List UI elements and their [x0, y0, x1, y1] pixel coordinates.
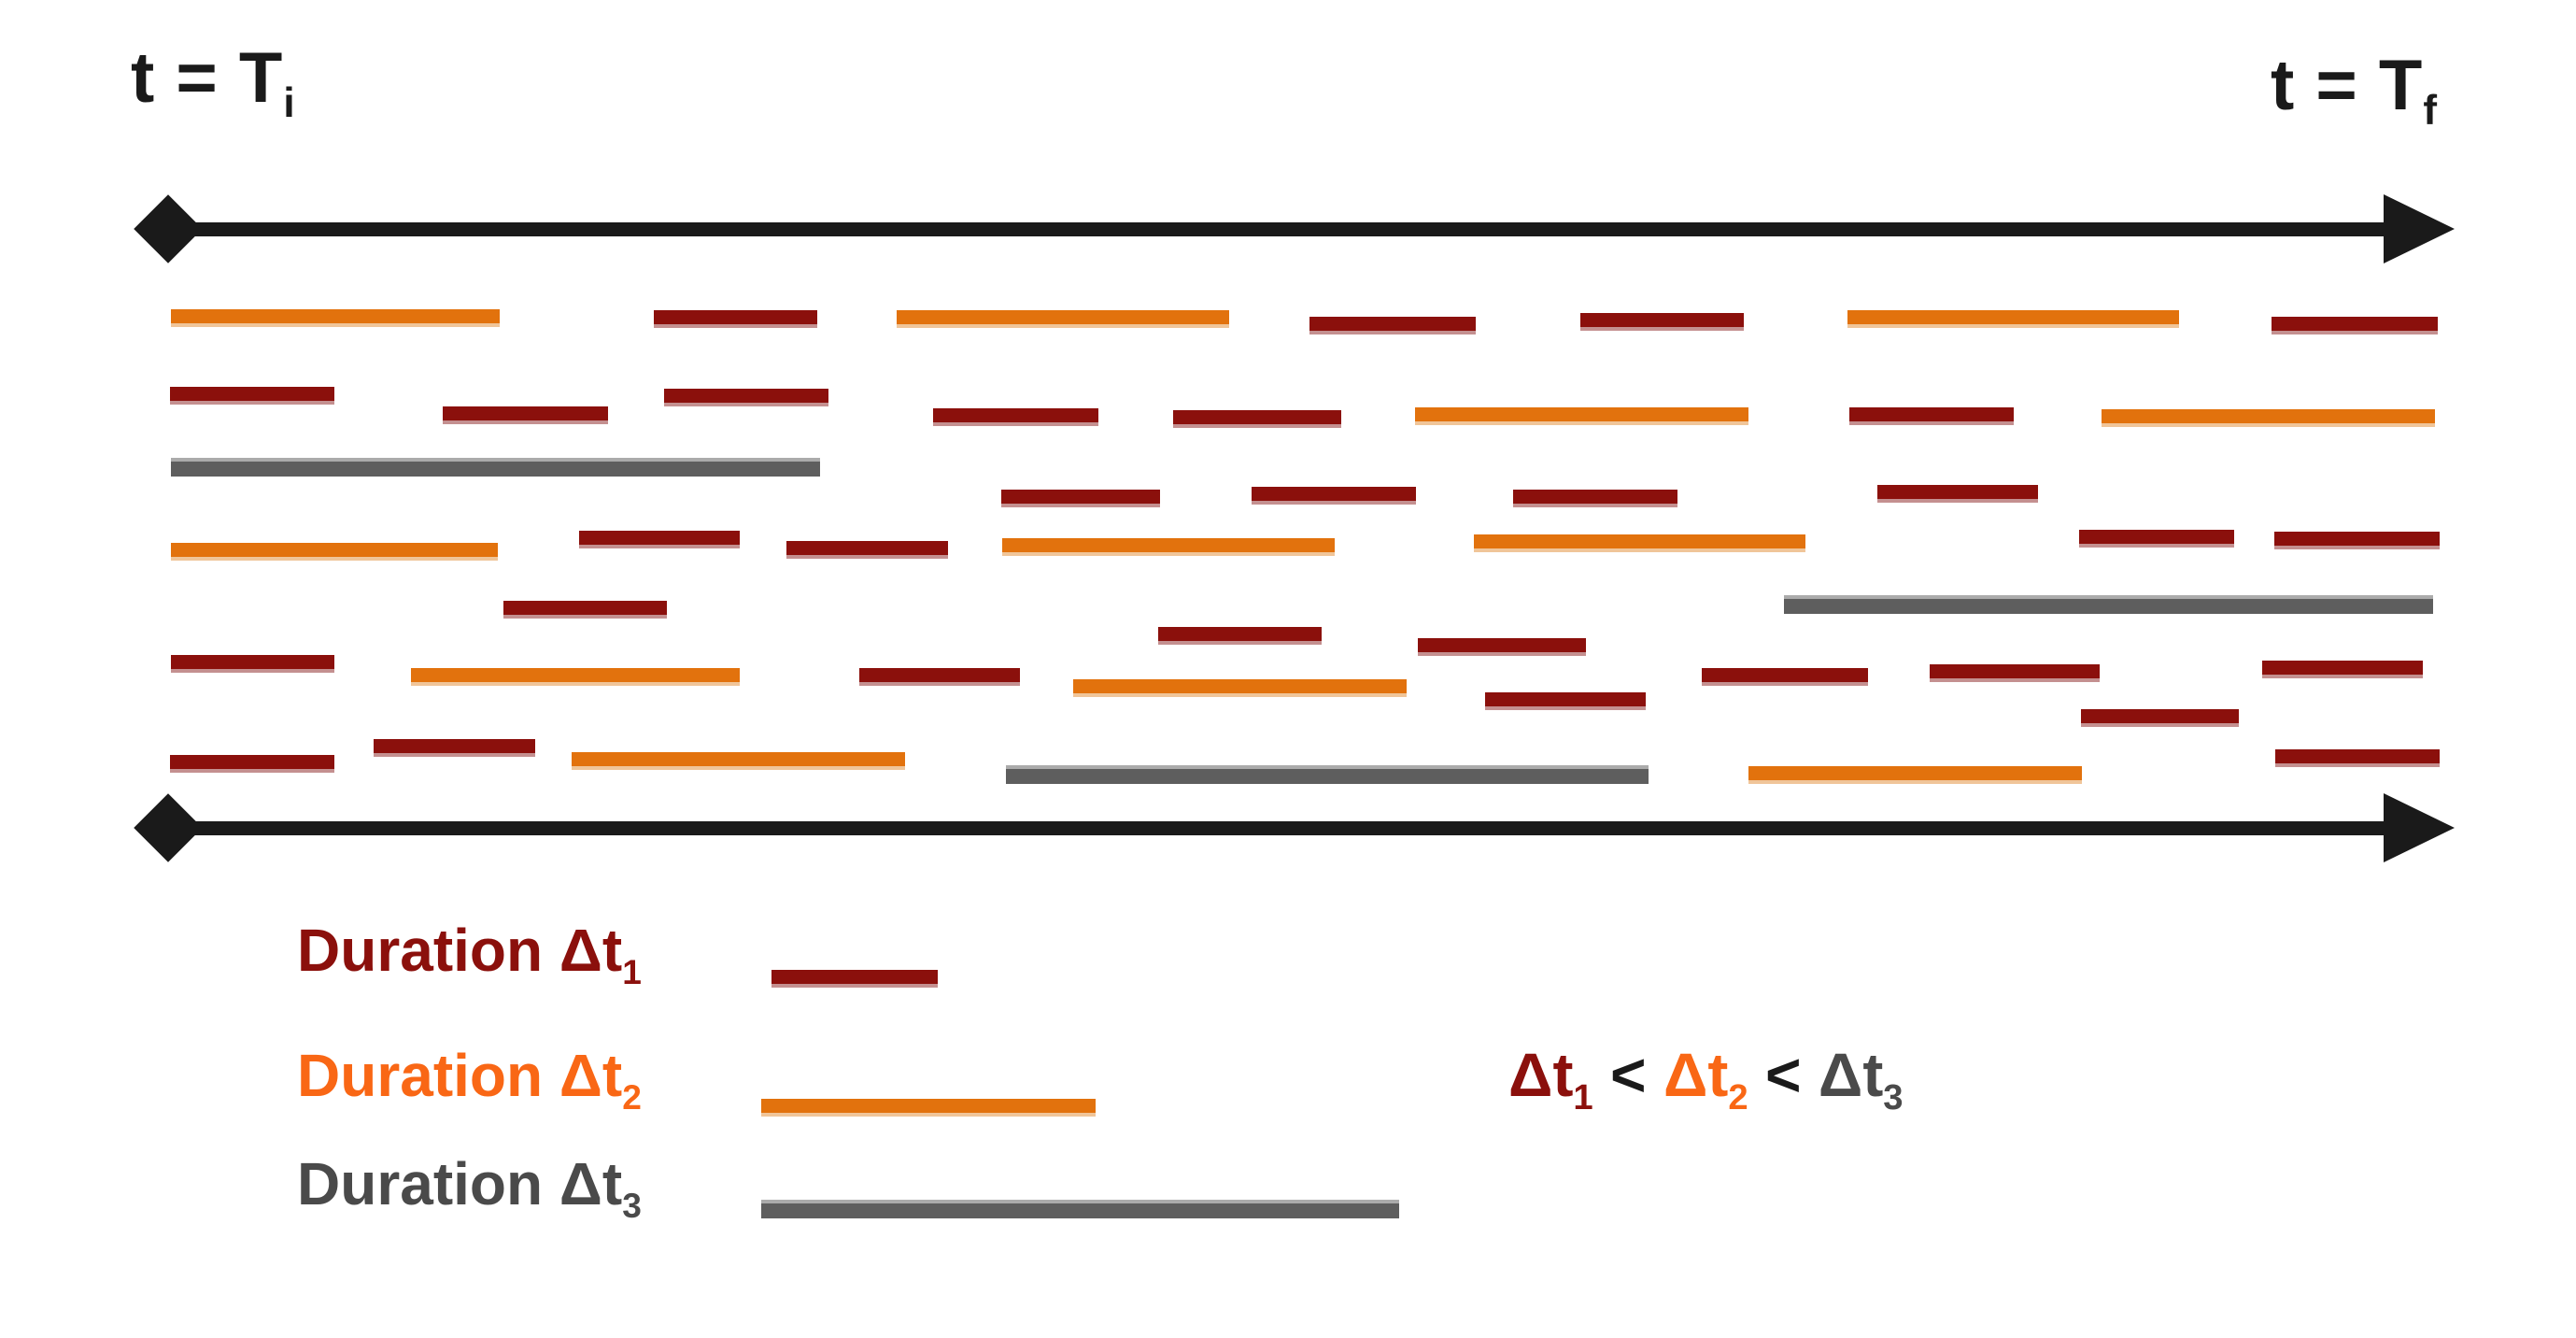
- duration-segment-dt1: [1877, 485, 2038, 503]
- duration-segment-dt1: [786, 541, 948, 559]
- duration-segment-dt1: [1309, 317, 1476, 334]
- legend-label-dt2: Duration Δt: [297, 1042, 623, 1109]
- inequality-part-3: <: [1748, 1040, 1819, 1109]
- duration-segment-dt2: [572, 752, 905, 770]
- duration-segment-dt2: [1415, 407, 1748, 425]
- duration-segment-dt1: [1173, 410, 1341, 428]
- time-initial-label: t = Ti: [131, 37, 296, 124]
- duration-segment-dt1: [664, 389, 828, 406]
- duration-segment-dt1: [1930, 664, 2100, 682]
- duration-segment-dt1: [374, 739, 535, 757]
- duration-segment-dt1: [170, 755, 334, 773]
- duration-segment-dt1: [2081, 709, 2239, 727]
- duration-segment-dt2: [1073, 679, 1407, 697]
- legend-sample-dt3: [761, 1200, 1399, 1218]
- time-final-subscript: f: [2423, 88, 2438, 135]
- duration-segment-dt1: [1849, 407, 2014, 425]
- duration-segment-dt1: [170, 387, 334, 405]
- duration-segment-dt3: [1784, 595, 2433, 614]
- duration-segment-dt1: [579, 531, 740, 548]
- duration-segment-dt2: [1847, 310, 2179, 328]
- duration-segment-dt1: [1418, 638, 1586, 656]
- bottom-timeline-axis: [168, 821, 2396, 835]
- top-timeline-arrowhead-icon: [2384, 194, 2455, 263]
- duration-segment-dt2: [2102, 409, 2435, 427]
- time-initial-text: t = T: [131, 38, 284, 118]
- legend-label-dt1: Duration Δt: [297, 917, 623, 984]
- duration-segment-dt1: [859, 668, 1020, 686]
- duration-segment-dt2: [171, 309, 500, 327]
- duration-inequality: Δt1 < Δt2 < Δt3: [1508, 1039, 1904, 1118]
- duration-segment-dt1: [2262, 661, 2423, 678]
- duration-segment-dt1: [1001, 490, 1160, 507]
- legend-sample-dt2: [761, 1099, 1096, 1117]
- duration-segment-dt2: [1748, 766, 2082, 784]
- duration-segment-dt1: [1252, 487, 1416, 505]
- duration-segment-dt3: [171, 458, 820, 477]
- legend-sample-dt1: [771, 970, 938, 988]
- duration-segment-dt1: [1580, 313, 1744, 331]
- duration-segment-dt1: [503, 601, 667, 619]
- inequality-part-4-subscript: 3: [1883, 1077, 1904, 1118]
- duration-segment-dt1: [1702, 668, 1868, 686]
- top-timeline-axis: [168, 222, 2396, 236]
- inequality-part-4: Δt3: [1818, 1040, 1904, 1118]
- inequality-part-2: Δt2: [1663, 1040, 1748, 1118]
- bottom-timeline-arrowhead-icon: [2384, 793, 2455, 862]
- time-initial-subscript: i: [283, 80, 296, 127]
- legend-label-dt3: Duration Δt: [297, 1150, 623, 1217]
- duration-segment-dt1: [2275, 749, 2440, 767]
- duration-segment-dt2: [1474, 534, 1805, 552]
- duration-segment-dt2: [897, 310, 1229, 328]
- inequality-part-2-subscript: 2: [1728, 1077, 1748, 1118]
- duration-segment-dt2: [1002, 538, 1335, 556]
- legend-item-dt2: Duration Δt2: [297, 1041, 642, 1114]
- duration-segment-dt1: [1158, 627, 1322, 645]
- inequality-part-0: Δt1: [1508, 1040, 1593, 1118]
- duration-segment-dt2: [411, 668, 740, 686]
- duration-segment-dt1: [171, 655, 334, 673]
- inequality-part-0-subscript: 1: [1573, 1077, 1593, 1118]
- duration-segment-dt3: [1006, 765, 1649, 784]
- duration-segment-dt2: [171, 543, 498, 561]
- inequality-part-1: <: [1592, 1040, 1663, 1109]
- legend-label-dt1-subscript: 1: [622, 951, 642, 991]
- duration-segment-dt1: [933, 408, 1098, 426]
- duration-segment-dt1: [654, 310, 817, 328]
- legend-label-dt3-subscript: 3: [622, 1185, 642, 1225]
- legend-item-dt1: Duration Δt1: [297, 916, 642, 989]
- time-final-label: t = Tf: [2270, 45, 2438, 132]
- legend-item-dt3: Duration Δt3: [297, 1149, 642, 1222]
- duration-segment-dt1: [2079, 530, 2234, 548]
- legend-label-dt2-subscript: 2: [622, 1076, 642, 1117]
- time-final-text: t = T: [2270, 46, 2424, 125]
- duration-segment-dt1: [2272, 317, 2438, 334]
- duration-segment-dt1: [2274, 532, 2440, 549]
- duration-segment-dt1: [1485, 692, 1646, 710]
- duration-segment-dt1: [1513, 490, 1677, 507]
- duration-segment-dt1: [443, 406, 608, 424]
